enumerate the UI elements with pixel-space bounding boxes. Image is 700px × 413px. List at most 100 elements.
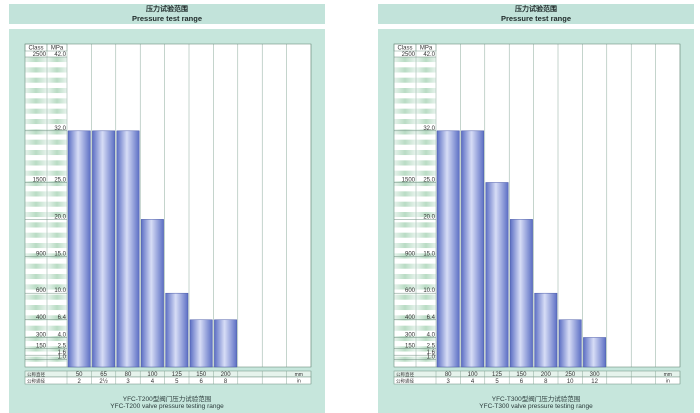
class-band xyxy=(394,320,416,326)
mpa-band xyxy=(416,139,436,145)
class-band xyxy=(394,62,416,68)
mpa-tick-label: 32.0 xyxy=(54,126,66,132)
class-band xyxy=(25,119,47,125)
class-band xyxy=(25,93,47,99)
mpa-band xyxy=(416,82,436,88)
mpa-band xyxy=(47,361,67,367)
mpa-band xyxy=(416,305,436,311)
mpa-band xyxy=(416,248,436,254)
mpa-band xyxy=(416,356,436,362)
class-band xyxy=(25,170,47,176)
mpa-band xyxy=(416,232,436,238)
class-band xyxy=(25,103,47,109)
mpa-tick-label: 4.0 xyxy=(427,332,436,338)
nps-tick-label: 4 xyxy=(151,379,155,385)
mpa-band xyxy=(416,341,436,347)
mpa-band xyxy=(47,212,67,218)
class-tick-label: 2500 xyxy=(33,52,47,58)
mpa-band xyxy=(47,124,67,130)
chart-caption-cn: YFC-T200型阀门压力试验范围 xyxy=(122,396,212,403)
mpa-band xyxy=(47,206,67,212)
mpa-band xyxy=(416,165,436,171)
mpa-band xyxy=(47,119,67,125)
class-band xyxy=(394,325,416,331)
mpa-band xyxy=(416,237,436,243)
mpa-tick-label: 2.5 xyxy=(58,344,67,350)
mpa-band xyxy=(416,351,436,357)
class-band xyxy=(394,248,416,254)
class-band xyxy=(394,341,416,347)
bar xyxy=(558,319,582,368)
mpa-band xyxy=(416,310,436,316)
mpa-band xyxy=(47,165,67,171)
nps-tick-label: 10 xyxy=(567,379,574,385)
dn-tick-label: 250 xyxy=(565,372,576,378)
class-band xyxy=(394,237,416,243)
class-band xyxy=(394,206,416,212)
mpa-band xyxy=(47,57,67,63)
mpa-band xyxy=(47,279,67,285)
mpa-band xyxy=(47,170,67,176)
class-band xyxy=(25,108,47,114)
class-band xyxy=(394,268,416,274)
nps-row xyxy=(24,376,312,385)
mpa-band xyxy=(416,62,436,68)
class-band xyxy=(394,124,416,130)
class-band xyxy=(25,57,47,63)
mpa-band xyxy=(47,325,67,331)
mpa-band xyxy=(416,217,436,223)
mpa-band xyxy=(47,289,67,295)
mpa-band xyxy=(47,268,67,274)
class-band xyxy=(394,77,416,83)
class-band xyxy=(394,294,416,300)
class-band xyxy=(25,336,47,342)
mpa-band xyxy=(47,243,67,249)
class-band xyxy=(25,351,47,357)
mpa-band xyxy=(416,134,436,140)
class-band xyxy=(25,284,47,290)
mpa-band xyxy=(47,82,67,88)
dn-tick-label: 50 xyxy=(76,372,83,378)
mpa-band xyxy=(47,232,67,238)
class-band xyxy=(394,274,416,280)
class-band xyxy=(394,361,416,367)
bar xyxy=(165,292,189,368)
mpa-band xyxy=(416,196,436,202)
class-band xyxy=(25,289,47,295)
class-band xyxy=(25,191,47,197)
class-band xyxy=(25,310,47,316)
mpa-band xyxy=(47,134,67,140)
mpa-tick-label: 4.0 xyxy=(58,332,67,338)
mpa-band xyxy=(47,98,67,104)
class-band xyxy=(394,113,416,119)
class-band xyxy=(394,186,416,192)
mpa-band xyxy=(47,258,67,264)
class-band xyxy=(25,299,47,305)
mpa-tick-label: 1.6 xyxy=(427,350,436,356)
mpa-tick-label: 15.0 xyxy=(423,251,435,257)
class-band xyxy=(394,201,416,207)
bar xyxy=(461,130,485,368)
header-mpa-label: MPa xyxy=(51,46,64,52)
mpa-band xyxy=(416,336,436,342)
class-band xyxy=(25,124,47,130)
class-band xyxy=(25,165,47,171)
mpa-band xyxy=(416,361,436,367)
unit-mm-label: mm xyxy=(295,372,303,378)
class-band xyxy=(394,336,416,342)
chart-title-en: Pressure test range xyxy=(500,14,572,23)
nps-tick-label: 2½ xyxy=(99,378,107,385)
bar xyxy=(140,219,164,368)
mpa-band xyxy=(416,175,436,181)
mpa-band xyxy=(47,274,67,280)
nps-tick-label: 8 xyxy=(544,379,548,385)
class-band xyxy=(394,175,416,181)
class-band xyxy=(25,237,47,243)
class-band xyxy=(394,258,416,264)
class-tick-label: 600 xyxy=(36,288,47,294)
dn-row-label: 公称直径 xyxy=(396,371,414,378)
class-band xyxy=(25,279,47,285)
mpa-band xyxy=(47,186,67,192)
mpa-band xyxy=(47,253,67,259)
mpa-tick-label: 1.6 xyxy=(58,350,67,356)
